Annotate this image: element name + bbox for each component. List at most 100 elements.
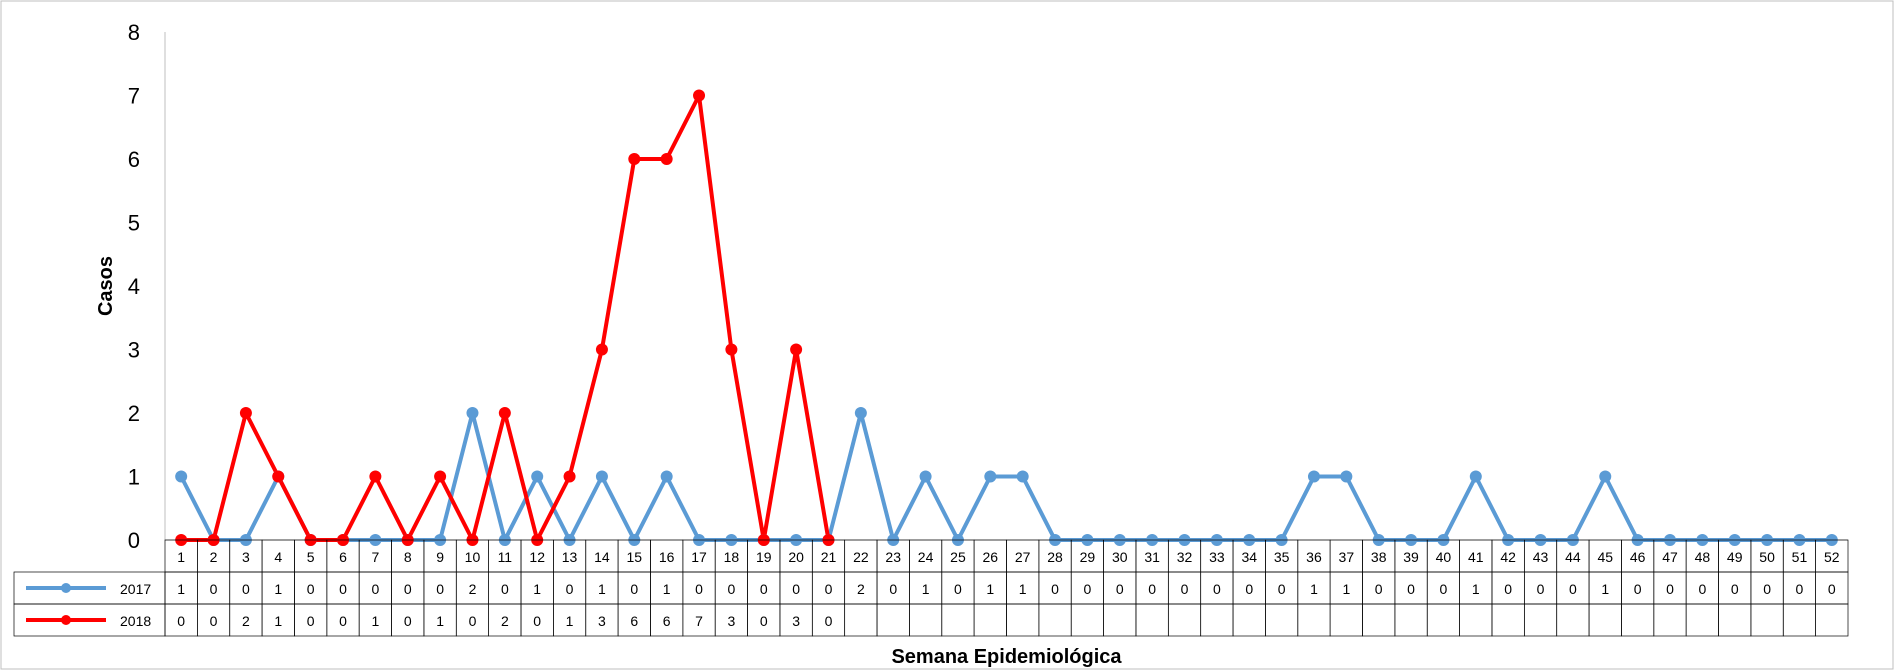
data-point-2017 [1599,470,1612,483]
x-tick-label: 28 [1047,549,1063,565]
x-tick-label: 43 [1533,549,1549,565]
data-label-2018: 0 [339,613,347,629]
x-tick-label: 32 [1177,549,1193,565]
data-label-2018: 0 [177,613,185,629]
x-tick-label: 23 [885,549,901,565]
x-tick-label: 38 [1371,549,1387,565]
data-point-2018 [272,470,285,483]
x-tick-label: 11 [498,549,513,565]
data-point-2018 [239,407,252,419]
x-tick-label: 36 [1306,549,1322,565]
y-tick-label: 7 [128,84,140,109]
x-tick-label: 41 [1468,549,1484,565]
data-label-2017: 0 [210,581,218,597]
data-point-2017 [175,470,188,483]
x-tick-label: 7 [371,549,379,565]
data-label-2018: 0 [533,613,541,629]
data-label-2017: 0 [1148,581,1156,597]
x-tick-label: 46 [1630,549,1646,565]
legend-marker-2018 [61,615,71,625]
data-label-2018: 0 [404,613,412,629]
x-tick-label: 25 [950,549,966,565]
data-point-2017 [466,407,479,419]
data-label-2017: 1 [598,581,606,597]
data-label-2017: 1 [1310,581,1318,597]
x-tick-label: 52 [1824,549,1840,565]
y-tick-label: 5 [128,211,140,236]
x-tick-label: 34 [1241,549,1257,565]
y-tick-label: 6 [128,147,140,172]
data-label-2017: 0 [695,581,703,597]
x-tick-label: 16 [659,549,675,565]
data-label-2017: 0 [1666,581,1674,597]
data-label-2018: 0 [760,613,768,629]
data-label-2018: 0 [307,613,315,629]
data-label-2018: 3 [598,613,606,629]
x-tick-label: 24 [918,549,934,565]
data-label-2017: 0 [307,581,315,597]
x-tick-label: 3 [242,549,250,565]
data-label-2017: 0 [1731,581,1739,597]
data-label-2017: 0 [1084,581,1092,597]
data-point-2017 [919,470,932,483]
x-tick-label: 20 [788,549,804,565]
data-label-2017: 0 [889,581,897,597]
data-label-2017: 0 [1537,581,1545,597]
data-label-2018: 7 [695,613,703,629]
data-label-2017: 0 [404,581,412,597]
data-label-2017: 0 [371,581,379,597]
x-tick-label: 2 [210,549,218,565]
x-tick-label: 50 [1759,549,1775,565]
y-tick-label: 8 [128,20,140,45]
data-label-2018: 0 [469,613,477,629]
data-label-2017: 1 [922,581,930,597]
data-label-2017: 0 [1634,581,1642,597]
x-axis-title: Semana Epidemiológica [891,646,1122,668]
data-label-2017: 1 [986,581,994,597]
legend-label: 2018 [120,613,151,629]
data-label-2017: 1 [1019,581,1027,597]
x-tick-label: 18 [724,549,740,565]
x-tick-label: 13 [562,549,578,565]
x-tick-label: 17 [691,549,707,565]
y-tick-label: 0 [128,528,140,553]
data-label-2017: 0 [727,581,735,597]
legend-marker-2017 [61,583,71,593]
legend-label: 2017 [120,581,151,597]
data-point-2017 [660,470,673,483]
data-label-2017: 0 [436,581,444,597]
data-label-2018: 3 [727,613,735,629]
data-label-2017: 1 [1342,581,1350,597]
data-point-2018 [498,407,511,419]
data-label-2017: 1 [274,581,282,597]
x-tick-label: 14 [594,549,610,565]
data-point-2017 [1340,470,1353,483]
x-tick-label: 37 [1339,549,1355,565]
data-label-2017: 1 [533,581,541,597]
data-label-2017: 0 [1407,581,1415,597]
x-tick-label: 47 [1662,549,1678,565]
x-tick-label: 33 [1209,549,1225,565]
x-tick-label: 15 [627,549,643,565]
x-tick-label: 49 [1727,549,1743,565]
data-label-2017: 0 [1375,581,1383,597]
data-label-2018: 6 [663,613,671,629]
data-label-2017: 0 [1763,581,1771,597]
x-tick-label: 42 [1500,549,1516,565]
data-label-2018: 3 [792,613,800,629]
data-label-2017: 0 [242,581,250,597]
x-tick-label: 40 [1436,549,1452,565]
data-label-2018: 1 [566,613,574,629]
data-label-2017: 0 [1245,581,1253,597]
x-tick-label: 30 [1112,549,1128,565]
x-tick-label: 44 [1565,549,1581,565]
data-label-2017: 0 [339,581,347,597]
data-label-2017: 1 [177,581,185,597]
data-label-2018: 0 [825,613,833,629]
data-label-2017: 0 [760,581,768,597]
data-point-2018 [725,343,738,356]
data-label-2018: 2 [501,613,509,629]
data-point-2018 [660,153,673,165]
data-label-2018: 1 [436,613,444,629]
